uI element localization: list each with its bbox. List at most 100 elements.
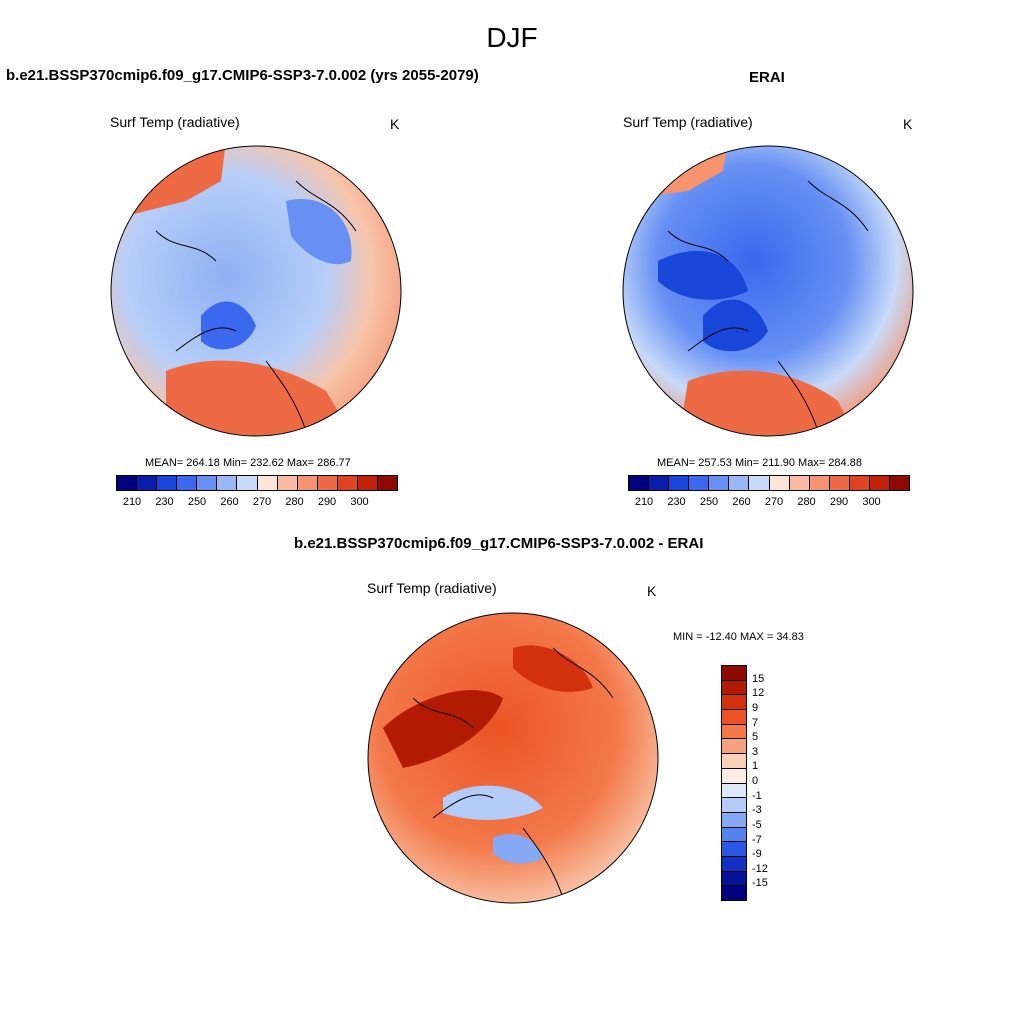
warm-atlantic-region [166, 360, 356, 436]
colorbar-swatch [157, 476, 178, 490]
colorbar-swatch [378, 476, 398, 490]
panel-3-colorbar-labels: 15 12 9 7 5 3 1 0 -1 -3 -5 -7 -9 -12 -15 [752, 665, 792, 899]
colorbar-tick-label: 12 [752, 687, 765, 700]
panel-1-title: b.e21.BSSP370cmip6.f09_g17.CMIP6-SSP3-7.… [6, 67, 479, 84]
colorbar-tick-label: -9 [752, 848, 762, 861]
cooling-region [443, 785, 543, 820]
colorbar-tick-label: 250 [187, 496, 207, 508]
colorbar-tick-label: 260 [732, 496, 751, 508]
colorbar-swatch [722, 739, 746, 755]
colorbar-tick-label: 270 [252, 496, 272, 508]
colorbar-swatch [137, 476, 158, 490]
colorbar-swatch [689, 476, 710, 490]
land-outline [412, 647, 614, 899]
panel-2-colorbar-ticks: 210 230 250 260 270 280 290 300 [628, 496, 908, 510]
colorbar-swatch [722, 812, 746, 828]
colorbar-tick-label: -5 [752, 818, 762, 831]
colorbar-swatch [237, 476, 258, 490]
colorbar-tick-label: 7 [752, 716, 759, 729]
colorbar-swatch [217, 476, 238, 490]
land-outline [667, 180, 869, 432]
strong-warming-region-east [513, 645, 593, 692]
land-outline [155, 180, 357, 432]
panel-3-stats: MIN = -12.40 MAX = 34.83 [673, 631, 804, 643]
colorbar-swatch [722, 886, 746, 900]
colorbar-swatch [749, 476, 770, 490]
colorbar-tick-label: 9 [752, 701, 759, 714]
colorbar-swatch [789, 476, 810, 490]
colorbar-swatch [869, 476, 891, 490]
colorbar-tick-label: 280 [797, 496, 816, 508]
colorbar-swatch [722, 666, 746, 681]
colorbar-tick-label: 280 [285, 496, 304, 508]
colorbar-swatch [722, 695, 746, 711]
cooling-region-atlantic [493, 834, 543, 864]
colorbar-tick-label: 3 [752, 745, 759, 758]
colorbar-swatch [809, 476, 830, 490]
colorbar-swatch [722, 842, 746, 857]
colorbar-tick-label: 260 [220, 496, 239, 508]
colorbar-tick-label: 0 [752, 775, 759, 787]
panel-1-variable: Surf Temp (radiative) [110, 114, 240, 130]
colorbar-tick-label: -7 [752, 833, 762, 846]
panel-3-units: K [647, 583, 657, 599]
colorbar-swatch [722, 783, 746, 799]
colorbar-swatch [709, 476, 730, 490]
warm-atlantic-region [678, 370, 858, 436]
panel-1-colorbar [116, 475, 398, 491]
cold-canada-region [658, 251, 748, 300]
colorbar-swatch [197, 476, 218, 490]
colorbar-tick-label: 290 [317, 496, 337, 508]
panel-3-title: b.e21.BSSP370cmip6.f09_g17.CMIP6-SSP3-7.… [294, 535, 704, 552]
panel-2-stats: MEAN= 257.53 Min= 211.90 Max= 284.88 [657, 457, 862, 469]
colorbar-swatch [357, 476, 379, 490]
colorbar-tick-label: 210 [122, 496, 142, 508]
colorbar-swatch [722, 768, 746, 784]
colorbar-tick-label: -15 [752, 877, 768, 890]
colorbar-tick-label: 250 [699, 496, 719, 508]
colorbar-swatch [629, 476, 650, 490]
panel-2-colorbar [628, 475, 910, 491]
panel-2-polar-map [622, 145, 914, 437]
colorbar-swatch [769, 476, 790, 490]
siberia-cold-region [286, 199, 352, 265]
colorbar-tick-label: 15 [752, 672, 765, 685]
colorbar-tick-label: 230 [667, 496, 686, 508]
panel-1-stats: MEAN= 264.18 Min= 232.62 Max= 286.77 [145, 457, 351, 469]
colorbar-swatch [722, 710, 746, 725]
colorbar-tick-label: 270 [764, 496, 784, 508]
colorbar-swatch [337, 476, 358, 490]
colorbar-swatch [117, 476, 138, 490]
colorbar-tick-label: -1 [752, 789, 762, 802]
colorbar-swatch [829, 476, 850, 490]
colorbar-swatch [722, 724, 746, 740]
cold-greenland-region [703, 299, 768, 352]
colorbar-swatch [257, 476, 278, 490]
colorbar-tick-label: 230 [155, 496, 174, 508]
colorbar-swatch [729, 476, 750, 490]
colorbar-swatch [722, 871, 746, 887]
season-title: DJF [486, 22, 538, 53]
colorbar-tick-label: -3 [752, 804, 762, 817]
colorbar-swatch [722, 680, 746, 696]
colorbar-swatch [669, 476, 690, 490]
panel-3-variable: Surf Temp (radiative) [367, 580, 497, 596]
colorbar-swatch [722, 856, 746, 872]
colorbar-tick-label: 300 [862, 496, 881, 508]
colorbar-swatch [317, 476, 338, 490]
panel-3-polar-map [367, 612, 659, 904]
panel-2-title: ERAI [749, 69, 785, 86]
colorbar-swatch [177, 476, 198, 490]
colorbar-swatch [297, 476, 318, 490]
colorbar-tick-label: 1 [752, 760, 759, 773]
colorbar-swatch [649, 476, 670, 490]
panel-2-units: K [903, 116, 913, 132]
colorbar-swatch [849, 476, 870, 490]
colorbar-tick-label: -12 [752, 862, 768, 875]
panel-1-polar-map [110, 145, 402, 437]
colorbar-tick-label: 210 [634, 496, 654, 508]
panel-3-colorbar [721, 665, 747, 901]
colorbar-swatch [277, 476, 298, 490]
strong-warming-region [383, 689, 503, 768]
cold-greenland-region [201, 301, 256, 350]
